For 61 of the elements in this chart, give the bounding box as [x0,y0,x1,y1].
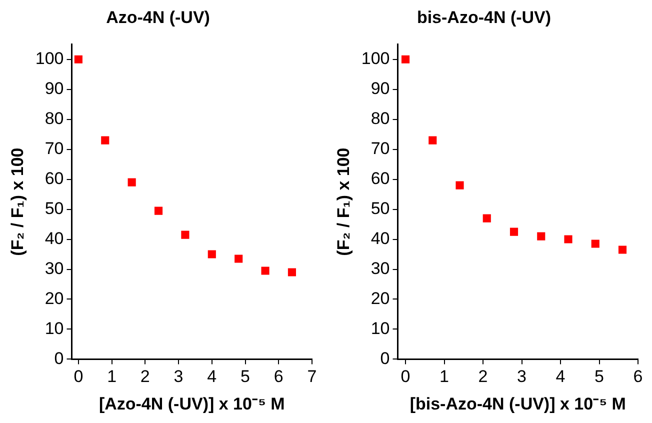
point [181,230,190,239]
point [288,268,296,276]
y-tick-label: 50 [44,198,64,218]
point [618,246,627,254]
y-axis-title: (F₂ / F₁) x 100 [8,148,27,256]
x-axis-title: [Azo-4N (-UV)] x 10⁻⁵ M [98,394,285,414]
chart-title: bis-Azo-4N (-UV) [416,8,552,27]
y-tick-label: 80 [44,109,64,128]
x-axis-title: [bis-Azo-4N (-UV)] x 10⁻⁵ M [410,394,626,414]
point [101,136,110,144]
x-tick-label: 0 [400,367,410,386]
y-tick-label: 100 [361,49,390,68]
y-tick-label: 20 [44,288,64,308]
y-tick-label: 30 [370,258,390,278]
y-tick-label: 40 [44,228,64,248]
y-axis-title: (F₂ / F₁) x 100 [334,148,353,256]
y-tick-label: 10 [370,318,390,338]
x-tick-label: 0 [74,367,84,386]
y-tick-label: 60 [370,169,390,188]
y-tick-label: 70 [370,139,390,158]
x-tick-label: 2 [478,367,488,386]
point [401,55,410,64]
y-tick-label: 90 [370,79,390,98]
x-tick-label: 4 [207,367,217,386]
y-tick-label: 10 [44,318,64,338]
x-tick-label: 4 [556,367,566,386]
point [261,266,270,275]
y-tick-label: 50 [370,198,390,218]
point [482,214,491,222]
y-tick-label: 0 [54,348,64,368]
point [564,235,572,244]
point [510,228,518,236]
x-tick-label: 1 [440,367,449,386]
point [591,240,600,248]
x-tick-label: 5 [240,367,250,386]
x-tick-label: 6 [274,367,284,386]
x-tick-label: 6 [633,367,643,386]
y-tick-label: 60 [44,169,64,188]
point [537,232,546,240]
y-tick-label: 100 [35,49,64,68]
point [74,55,82,64]
x-tick-label: 3 [517,367,526,386]
x-tick-label: 5 [594,367,604,386]
y-tick-label: 80 [370,109,390,128]
y-tick-label: 90 [44,79,64,98]
x-tick-label: 1 [107,367,117,386]
point [234,254,243,263]
y-tick-label: 20 [370,288,390,308]
point [154,206,163,215]
y-tick-label: 40 [370,228,390,248]
point [208,250,216,258]
y-tick-label: 0 [380,348,390,368]
y-tick-label: 70 [44,139,64,158]
point [128,178,136,186]
point [456,181,464,190]
x-tick-label: 3 [174,367,184,386]
point [428,136,437,144]
y-tick-label: 30 [44,258,64,278]
x-tick-label: 7 [307,367,317,386]
chart-title: Azo-4N (-UV) [106,8,210,27]
x-tick-label: 2 [140,367,150,386]
